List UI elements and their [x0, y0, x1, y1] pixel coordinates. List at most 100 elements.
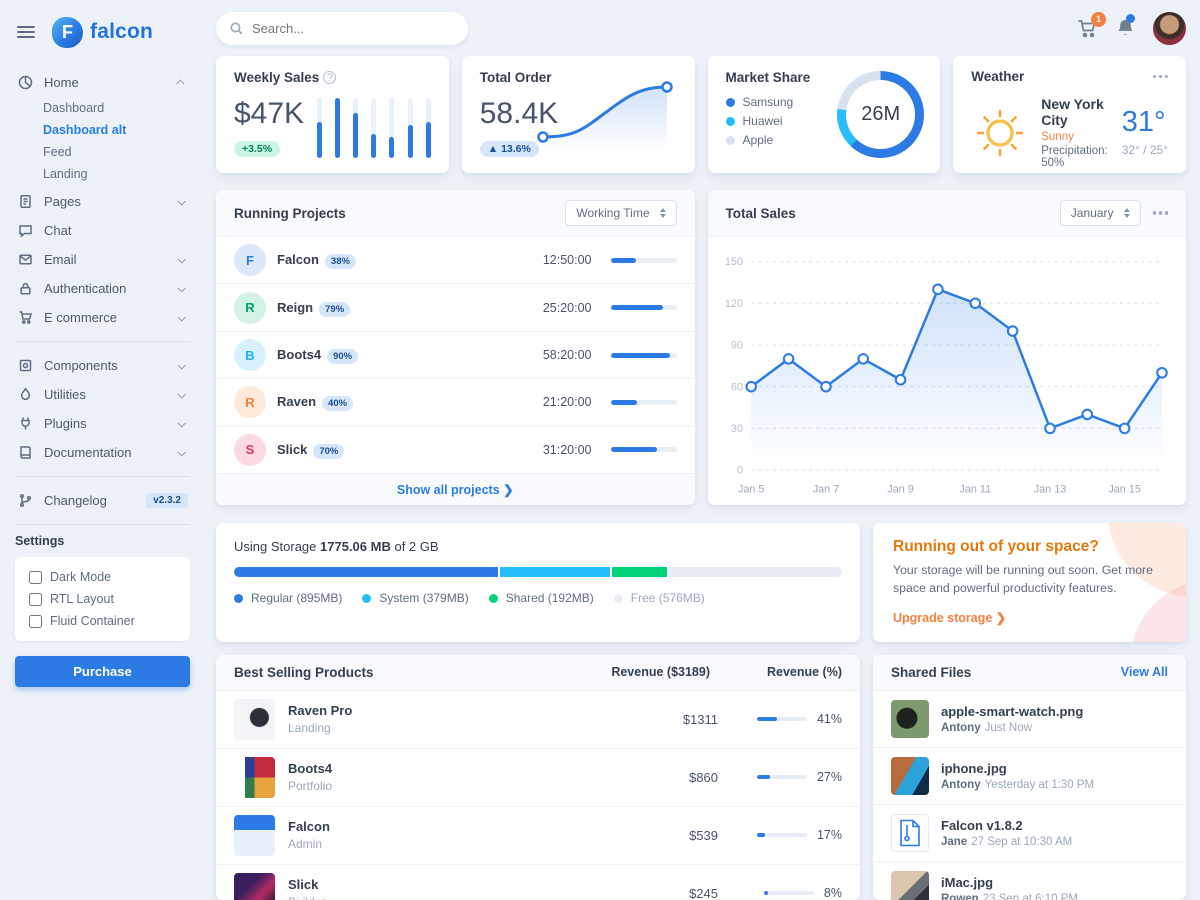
project-avatar: S — [234, 433, 266, 466]
chevron-down-icon — [177, 447, 186, 457]
market-share-total: 26M — [861, 103, 901, 125]
rtl-checkbox[interactable] — [29, 592, 42, 606]
sidebar-item-ecommerce[interactable]: E commerce — [15, 303, 190, 332]
chevron-down-icon — [177, 312, 186, 322]
project-row-falcon[interactable]: F Falcon 38% 12:50:00 — [216, 237, 695, 285]
book-icon — [17, 445, 33, 460]
chat-icon — [17, 223, 33, 238]
lock-icon — [17, 281, 33, 296]
progress-badge: 70% — [313, 443, 345, 459]
divider — [15, 524, 190, 525]
project-row-slick[interactable]: S Slick 70% 31:20:00 — [216, 427, 695, 473]
dark-mode-toggle[interactable]: Dark Mode — [29, 570, 176, 584]
cart-button[interactable]: 1 — [1077, 11, 1106, 38]
sidebar-item-pages[interactable]: Pages — [15, 187, 190, 216]
upgrade-storage-link[interactable]: Upgrade storage ❯ — [893, 610, 1007, 625]
revenue-pct: 8% — [823, 886, 842, 900]
search-box[interactable] — [216, 11, 468, 45]
sidebar-item-dashboard[interactable]: Dashboard — [43, 101, 105, 115]
sidebar-item-utilities[interactable]: Utilities — [15, 380, 190, 409]
project-time: 58:20:00 — [542, 348, 592, 363]
dark-mode-checkbox[interactable] — [29, 570, 42, 584]
file-row-imac[interactable]: iMac.jpg Rowen 23 Sep at 6:10 PM — [873, 862, 1186, 900]
market-share-card: Market Share Samsung Huawei Apple 26M — [707, 56, 941, 173]
rtl-layout-toggle[interactable]: RTL Layout — [29, 592, 176, 606]
legend-regular: Regular (895MB) — [234, 591, 342, 605]
more-options-icon[interactable] — [1152, 207, 1168, 219]
project-row-raven[interactable]: R Raven 40% 21:20:00 — [216, 379, 695, 427]
purchase-button[interactable]: Purchase — [15, 656, 190, 687]
sidebar-item-chat[interactable]: Chat — [15, 216, 190, 245]
product-row-falcon[interactable]: Falcon Admin $539 17% — [216, 807, 860, 865]
progress-badge: 90% — [327, 349, 359, 365]
user-avatar[interactable] — [1153, 11, 1186, 45]
sidebar-item-landing[interactable]: Landing — [43, 167, 88, 181]
fluid-container-toggle[interactable]: Fluid Container — [29, 614, 176, 628]
storage-legend: Regular (895MB) System (379MB) Shared (1… — [234, 591, 842, 605]
svg-text:Jan 5: Jan 5 — [737, 484, 764, 496]
sidebar-item-email[interactable]: Email — [15, 245, 190, 274]
puzzle-icon — [17, 358, 33, 373]
project-time: 12:50:00 — [542, 253, 592, 268]
product-row-slick[interactable]: SlickBuilder $245 8% — [216, 865, 860, 900]
product-thumbnail — [234, 698, 275, 740]
weather-card: Weather New York City Sunny Precipitatio… — [953, 56, 1186, 173]
sidebar-item-home[interactable]: Home — [15, 68, 190, 97]
plug-icon — [17, 416, 33, 431]
project-row-boots4[interactable]: B Boots4 90% 58:20:00 — [216, 332, 695, 380]
revenue-bar — [763, 891, 814, 896]
sidebar-item-authentication[interactable]: Authentication — [15, 274, 190, 303]
product-row-boots4[interactable]: Boots4 Portfolio $860 27% — [216, 749, 860, 807]
sun-icon — [971, 104, 1029, 162]
more-options-icon[interactable] — [1152, 71, 1168, 83]
project-row-reign[interactable]: R Reign 79% 25:20:00 — [216, 284, 695, 332]
weather-precipitation: Precipitation: 50% — [1041, 145, 1108, 169]
brand-logo[interactable]: F falcon — [52, 16, 153, 48]
weekly-sales-badge: +3.5% — [234, 141, 281, 157]
legend-samsung[interactable]: Samsung — [725, 95, 923, 109]
fluid-checkbox[interactable] — [29, 614, 42, 628]
total-order-sparkline — [529, 75, 681, 155]
divider — [15, 341, 190, 342]
sidebar-item-dashboard-alt[interactable]: Dashboard alt — [43, 123, 127, 137]
divider — [15, 476, 190, 477]
help-icon[interactable]: ? — [323, 71, 337, 84]
project-progressbar — [610, 399, 677, 405]
sidebar-item-components[interactable]: Components — [15, 351, 190, 380]
project-avatar: F — [234, 244, 266, 277]
legend-apple[interactable]: Apple — [725, 133, 923, 147]
topbar: 1 — [216, 0, 1186, 56]
market-share-donut — [837, 71, 925, 158]
running-projects-title: Running Projects — [234, 205, 346, 221]
svg-text:Jan 15: Jan 15 — [1108, 484, 1141, 496]
working-time-select[interactable]: Working Time — [565, 200, 677, 226]
file-row-falcon-zip[interactable]: Falcon v1.8.2 Jane 27 Sep at 10:30 AM — [873, 805, 1186, 862]
weather-range: 32° / 25° — [1121, 143, 1168, 157]
product-thumbnail — [234, 872, 275, 900]
menu-toggle-button[interactable] — [15, 22, 37, 42]
legend-shared: Shared (192MB) — [488, 591, 594, 605]
search-input[interactable] — [252, 20, 454, 36]
file-row-apple-smart-watch[interactable]: apple-smart-watch.png Antony Just Now — [873, 691, 1186, 748]
file-row-iphone[interactable]: iphone.jpg Antony Yesterday at 1:30 PM — [873, 748, 1186, 805]
product-thumbnail — [234, 814, 275, 856]
show-all-projects-link[interactable]: Show all projects ❯ — [216, 473, 695, 506]
sidebar-item-feed[interactable]: Feed — [43, 145, 72, 159]
revenue-bar — [756, 833, 807, 838]
month-select[interactable]: January — [1059, 200, 1141, 226]
product-row-raven-pro[interactable]: Raven Pro Landing $1311 41% — [216, 691, 860, 749]
svg-text:Jan 7: Jan 7 — [812, 484, 839, 496]
notifications-button[interactable] — [1116, 14, 1135, 38]
sidebar-item-changelog[interactable]: Changelog v2.3.2 — [15, 486, 190, 515]
legend-huawei[interactable]: Huawei — [725, 114, 923, 128]
weekly-sales-chart — [316, 98, 431, 158]
view-all-link[interactable]: View All — [1120, 665, 1168, 680]
chevron-down-icon — [177, 283, 186, 293]
legend-dot — [725, 135, 735, 145]
sidebar-item-documentation[interactable]: Documentation — [15, 438, 190, 467]
project-time: 25:20:00 — [542, 300, 592, 315]
legend-free: Free (576MB) — [613, 591, 705, 605]
storage-summary: Using Storage 1775.06 MB of 2 GB — [234, 539, 439, 555]
sidebar-item-plugins[interactable]: Plugins — [15, 409, 190, 438]
weather-title: Weather — [971, 69, 1025, 84]
